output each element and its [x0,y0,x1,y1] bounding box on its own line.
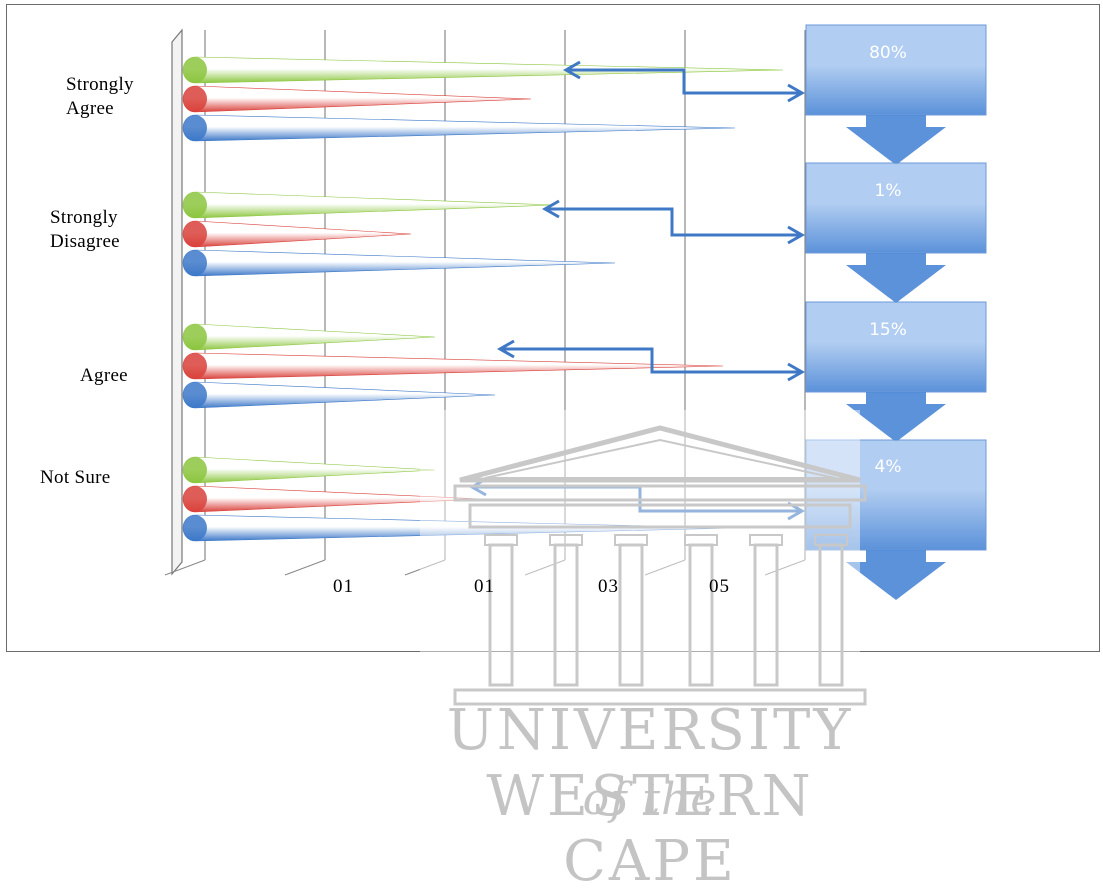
connector-arrowhead-icon [787,225,806,245]
bar-cone [182,220,412,248]
percent-box [805,24,987,116]
watermark-entablature [453,484,867,502]
watermark-capital [814,534,848,546]
x-tick-label: 03 [598,576,619,597]
bar-cone-base [183,486,207,512]
connector-arrowhead-icon [787,83,806,103]
watermark-capital [484,534,518,546]
connector-line [500,347,802,374]
percent-box [805,439,987,551]
watermark-capital [549,534,583,546]
gridline-foot [524,559,566,576]
gridline-foot [404,559,446,576]
bar-cone [182,352,724,380]
bar-cone-base [183,86,207,112]
percent-box-label: 80% [869,43,907,63]
bar-cone [182,191,556,219]
watermark-backdrop [420,410,860,710]
gridline-foot [164,559,206,576]
connector-arrowhead-icon [496,339,515,359]
down-arrow-icon [846,115,946,165]
watermark-base [453,688,867,706]
bar-cone-base [183,515,207,541]
bar-cone-base [183,250,207,276]
chart-wall [171,28,183,576]
watermark-western-cape: WESTERN CAPE [486,764,814,894]
down-arrow-icon [846,253,946,303]
category-label-not-sure: Not Sure [40,467,111,488]
bar-cone [182,56,784,84]
percent-box [805,162,987,254]
gridline-foot [284,559,326,576]
category-label-strongly-agree: Strongly Agree [66,74,134,119]
category-label-agree: Agree [80,365,128,386]
bar-cone [182,456,436,484]
bar-cone [182,249,616,277]
bar-cone [182,114,736,142]
x-tick-label: 01 [333,576,354,597]
bar-cone-base [183,221,207,247]
watermark-frieze [468,503,852,529]
gridline-foot [764,559,806,576]
bar-cone-base [183,115,207,141]
watermark-pediment-inner [484,438,836,479]
down-arrow-icon [846,392,946,442]
bar-cone-base [183,457,207,483]
x-tick-label: 01 [474,576,495,597]
watermark-university: UNIVERSITY of the [446,698,854,825]
bar-cone [182,85,532,113]
percent-box-label: 15% [869,320,907,340]
bar-cone [182,323,436,351]
connector-line [545,207,802,237]
bar-cone-base [183,57,207,83]
bar-cone-base [183,353,207,379]
bar-cone-base [183,324,207,350]
chart-canvas [164,24,987,710]
x-tick-label: 05 [709,576,730,597]
connector-arrowhead-icon [562,60,581,80]
bar-cone [182,381,496,409]
watermark-pediment [459,425,861,483]
watermark-capital [614,534,648,546]
down-arrow-icon [846,550,946,600]
watermark-capital [749,534,783,546]
category-label-strongly-disagree: Strongly Disagree [50,207,120,252]
gridline-foot [644,559,686,576]
watermark-capital [684,534,718,546]
connector-arrowhead-icon [787,362,806,382]
connector-line [566,68,802,95]
bar-cone-base [183,192,207,218]
connector-arrowhead-icon [541,199,560,219]
percent-box-label: 4% [874,457,902,477]
bar-cone-base [183,382,207,408]
percent-box [805,301,987,393]
percent-box-label: 1% [874,181,902,201]
